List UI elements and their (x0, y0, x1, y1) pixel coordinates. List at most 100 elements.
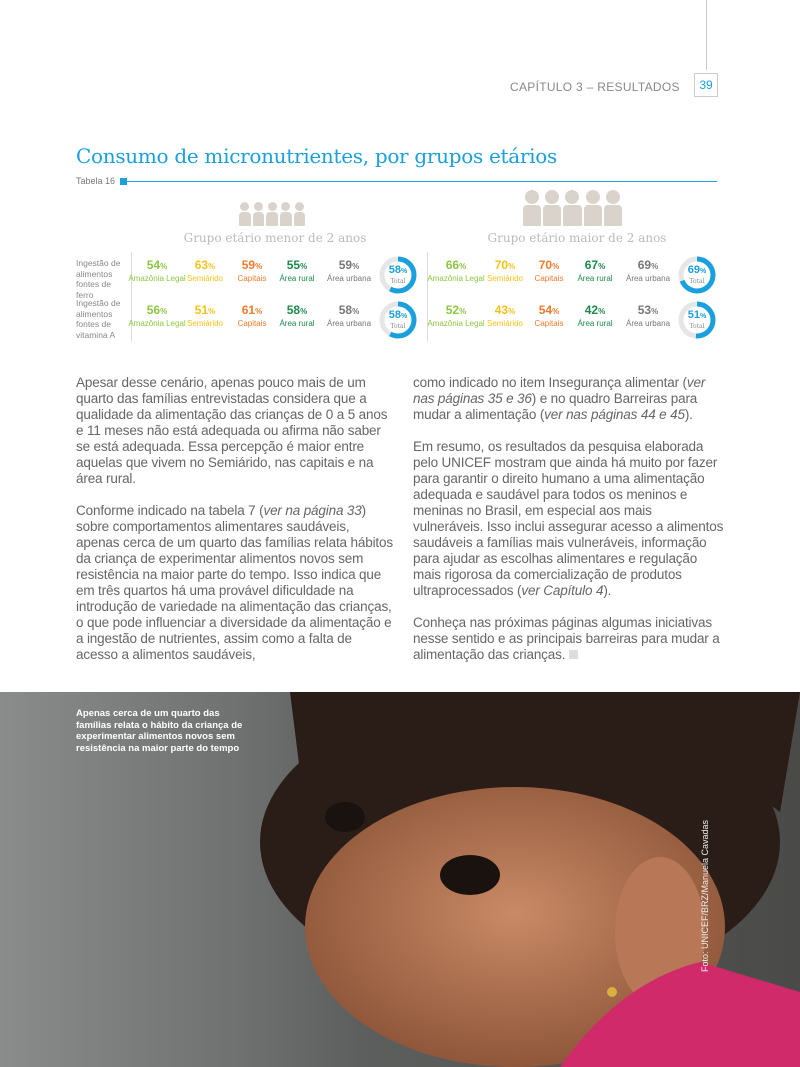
table-cell-semiarido: 63% Semiárido (175, 258, 235, 284)
table-rule (127, 181, 717, 182)
cell-value: 54% (538, 303, 560, 317)
header-rule (706, 0, 707, 70)
row-label: Ingestão de alimentos fontes de vitamina… (76, 298, 121, 340)
table-divider (131, 252, 132, 342)
cell-label: Área urbana (625, 274, 671, 283)
donut-fill (678, 301, 716, 339)
child-icon (543, 190, 562, 226)
donut-fill (379, 301, 417, 339)
paragraph: Apesar desse cenário, apenas pouco mais … (76, 375, 388, 486)
children-icon-group (523, 190, 622, 226)
table-cell-amazonia: 56% Amazônia Legal (127, 303, 187, 329)
group-heading: Grupo etário maior de 2 anos (487, 231, 667, 245)
cell-label: Capitais (237, 274, 267, 283)
cell-value: 67% (584, 258, 606, 272)
cell-value: 63% (194, 258, 216, 272)
table-cell-capitais: 59% Capitais (222, 258, 282, 284)
page-number: 39 (694, 73, 718, 97)
text: ). (684, 407, 693, 422)
table-cell-urbana: 69% Área urbana (618, 258, 678, 284)
cell-label: Semiárido (186, 319, 223, 328)
page-reference: ver nas páginas 35 e 36 (413, 375, 706, 406)
table-cell-amazonia: 66% Amazônia Legal (426, 258, 486, 284)
table-cell-rural: 55% Área rural (267, 258, 327, 284)
total-donut: 58% Total (378, 300, 418, 340)
body-column-right: como indicado no item Insegurança alimen… (413, 375, 725, 679)
table-cell-capitais: 54% Capitais (519, 303, 579, 329)
photo-credit: Foto: UNICEF/BRZ/Manuela Cavadas (700, 819, 710, 972)
eye (325, 802, 365, 832)
donut-value: 51% Total (687, 309, 707, 330)
cell-label: Semiárido (186, 274, 223, 283)
cell-value: 53% (637, 303, 659, 317)
cell-label: Área rural (577, 274, 613, 283)
cell-label: Amazônia Legal (427, 319, 485, 328)
child-icon (266, 202, 279, 226)
row-label: Ingestão de alimentos fontes de ferro (76, 258, 121, 300)
table-cell-semiarido: 51% Semiárido (175, 303, 235, 329)
end-mark (569, 650, 579, 659)
child-icon (239, 202, 251, 226)
cell-value: 58% (338, 303, 360, 317)
table-cell-semiarido: 43% Semiárido (475, 303, 535, 329)
cell-label: Capitais (534, 319, 564, 328)
cell-value: 54% (146, 258, 168, 272)
group-heading: Grupo etário menor de 2 anos (183, 231, 367, 245)
hair-front (290, 692, 800, 812)
table-cell-amazonia: 54% Amazônia Legal (127, 258, 187, 284)
total-donut: 69% Total (677, 255, 717, 295)
paragraph: Conforme indicado na tabela 7 (ver na pá… (76, 503, 394, 663)
child-icon (280, 202, 292, 226)
face (305, 787, 725, 1067)
cell-value: 69% (637, 258, 659, 272)
child-icon (583, 190, 602, 226)
earring (607, 987, 617, 997)
text: ) e no quadro Barreiras para mudar a ali… (413, 391, 698, 422)
text: ) sobre comportamentos alimentares saudá… (76, 503, 393, 662)
cell-value: 70% (494, 258, 516, 272)
cell-value: 58% (286, 303, 308, 317)
table-cell-capitais: 61% Capitais (222, 303, 282, 329)
paragraph: Em resumo, os resultados da pesquisa ela… (413, 439, 725, 599)
table-cell-capitais: 70% Capitais (519, 258, 579, 284)
table-cell-urbana: 58% Área urbana (319, 303, 379, 329)
page-title: Consumo de micronutrientes, por grupos e… (76, 144, 557, 168)
donut-value: 58% Total (388, 264, 408, 285)
child-icon (563, 190, 582, 226)
shirt (560, 962, 800, 1067)
cell-value: 61% (241, 303, 263, 317)
table-cell-urbana: 53% Área urbana (618, 303, 678, 329)
cell-label: Área urbana (625, 319, 671, 328)
cell-value: 43% (494, 303, 516, 317)
cell-label: Semiárido (486, 319, 523, 328)
paragraph: Conheça nas próximas páginas algumas ini… (413, 615, 725, 663)
child-icon (252, 202, 265, 226)
child-icon (293, 202, 306, 226)
cell-value: 55% (286, 258, 308, 272)
table-cell-urbana: 59% Área urbana (319, 258, 379, 284)
page-reference: ver nas páginas 44 e 45 (544, 407, 685, 422)
table-cell-rural: 58% Área rural (267, 303, 327, 329)
cell-label: Área urbana (326, 319, 372, 328)
cell-label: Capitais (237, 319, 267, 328)
table-label: Tabela 16 (76, 176, 116, 186)
paragraph: como indicado no item Insegurança alimen… (413, 375, 725, 423)
cell-value: 56% (146, 303, 168, 317)
donut-value: 69% Total (687, 264, 707, 285)
cell-label: Área rural (279, 274, 315, 283)
cell-label: Área rural (279, 319, 315, 328)
cell-value: 70% (538, 258, 560, 272)
child-icon (523, 190, 542, 226)
eye (440, 855, 500, 895)
text: Conforme indicado na tabela 7 ( (76, 503, 264, 518)
cell-label: Amazônia Legal (128, 274, 186, 283)
cell-label: Amazônia Legal (427, 274, 485, 283)
cell-value: 59% (241, 258, 263, 272)
cell-value: 42% (584, 303, 606, 317)
text: ). (603, 583, 612, 598)
text: Em resumo, os resultados da pesquisa ela… (413, 439, 724, 598)
cell-value: 51% (194, 303, 216, 317)
table-cell-semiarido: 70% Semiárido (475, 258, 535, 284)
chapter-title: CAPÍTULO 3 – RESULTADOS (510, 80, 680, 94)
chapter-reference: ver Capítulo 4 (521, 583, 604, 598)
